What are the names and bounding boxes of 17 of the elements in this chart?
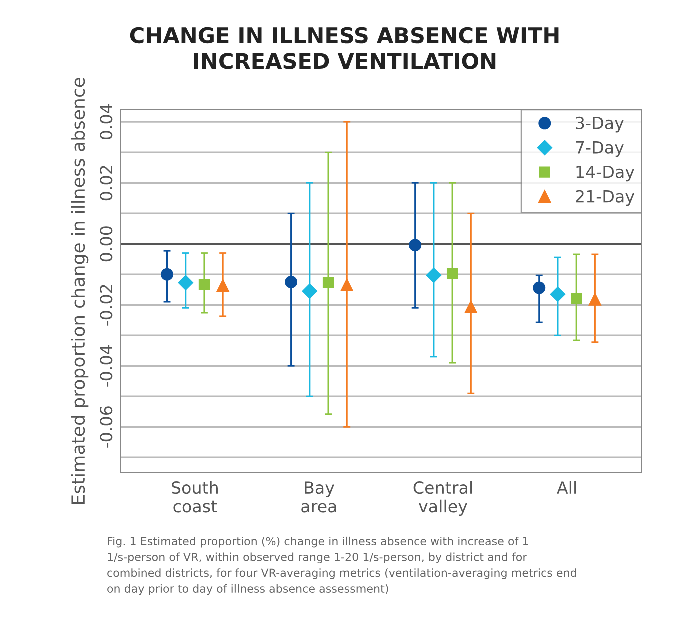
- y-tick-label: -0.06: [100, 406, 113, 448]
- x-tick-label: Bay area: [302, 482, 336, 513]
- y-tick-label: 0.00: [100, 226, 113, 262]
- legend-label: 7-Day: [576, 142, 624, 158]
- caption: Fig. 1 Estimated proportion (%) change in illness absence with increase of 1 1/s-person of VR, within observed range 1-20 1/s-person, by district and for combined districts, for four VR-averaging metrics (ventilation-averaging metrics end on day prior to day of illness absence assessment): [108, 536, 576, 596]
- y-axis-title: Estimated proportion change in illness absence: [71, 78, 89, 504]
- legend-label: 14-Day: [576, 166, 635, 182]
- y-tick-label: 0.04: [100, 104, 113, 140]
- y-tick-label: -0.04: [100, 345, 113, 387]
- y-tick-label: -0.02: [100, 285, 113, 326]
- legend-label: 21-Day: [576, 190, 635, 206]
- x-tick-label: South coast: [172, 481, 218, 513]
- x-tick-label: All: [557, 481, 576, 494]
- y-tick-label: 0.02: [100, 166, 113, 201]
- legend-label: 3-Day: [576, 116, 624, 133]
- x-tick-label: Central valley: [414, 481, 472, 516]
- chart-title: CHANGE IN ILLNESS ABSENCE WITH INCREASED VENTILATION: [130, 27, 559, 70]
